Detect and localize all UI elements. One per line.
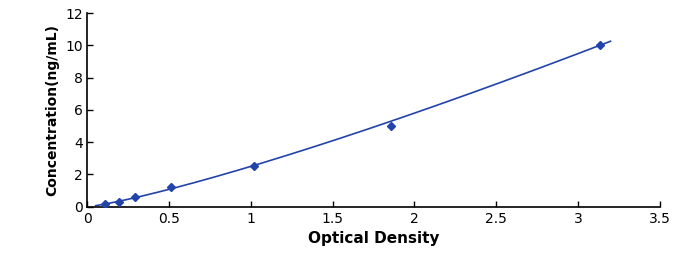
X-axis label: Optical Density: Optical Density (308, 231, 439, 246)
Y-axis label: Concentration(ng/mL): Concentration(ng/mL) (46, 24, 59, 196)
